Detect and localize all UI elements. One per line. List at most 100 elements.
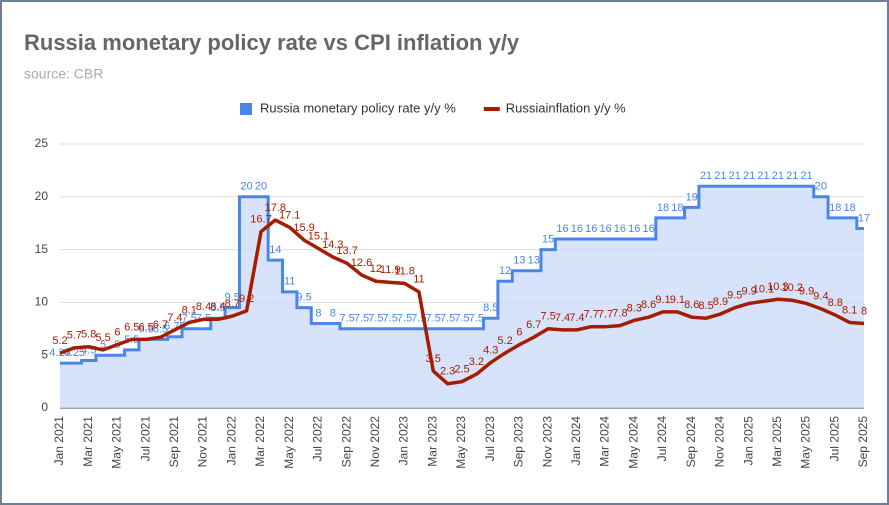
x-tick-label: Jan 2025: [741, 416, 755, 466]
data-label: 18: [829, 202, 841, 214]
data-label: 8.5: [698, 300, 713, 312]
data-label: 21: [772, 170, 784, 182]
rate-area: [60, 186, 864, 408]
x-tick-label: May 2022: [282, 416, 296, 469]
data-label: 6.7: [153, 319, 168, 331]
data-label: 7.5: [440, 313, 455, 325]
data-label: 16: [571, 223, 583, 235]
data-label: 3.5: [426, 353, 441, 365]
data-label: 12.6: [351, 257, 372, 269]
y-tick-label: 0: [41, 400, 48, 414]
data-label: 9.5: [727, 290, 742, 302]
data-label: 8: [861, 305, 867, 317]
data-label: 19: [686, 191, 698, 203]
chart-subtitle: source: CBR: [24, 66, 103, 82]
data-label: 8.5: [210, 302, 225, 314]
data-label: 16: [599, 223, 611, 235]
data-label: 6.75: [164, 321, 185, 333]
y-tick-label: 10: [35, 295, 49, 309]
data-label: 17.8: [265, 202, 286, 214]
data-label: 18: [657, 202, 669, 214]
x-tick-label: Mar 2022: [253, 416, 267, 467]
x-tick-label: Jan 2024: [569, 416, 583, 466]
data-label: 6.5: [124, 321, 139, 333]
data-label: 18: [671, 202, 683, 214]
data-label: 7.5: [454, 313, 469, 325]
data-label: 8.1: [182, 304, 197, 316]
data-label: 13: [528, 255, 540, 267]
data-label: 21: [743, 170, 755, 182]
data-label: 16.7: [250, 214, 271, 226]
data-label: 7.7: [584, 309, 599, 321]
data-label: 10.1: [753, 283, 774, 295]
data-label: 10.2: [782, 282, 803, 294]
x-tick-label: Jan 2021: [52, 416, 66, 466]
data-label: 14: [269, 244, 281, 256]
data-label: 5.7: [67, 330, 82, 342]
data-label: 8.5: [483, 302, 498, 314]
data-label: 7.5: [354, 313, 369, 325]
data-label: 16: [585, 223, 597, 235]
data-label: 11: [284, 276, 295, 288]
data-label: 6.7: [526, 319, 541, 331]
data-label: 8.6: [684, 299, 699, 311]
x-tick-label: Jul 2024: [655, 416, 669, 462]
x-tick-label: Mar 2023: [425, 416, 439, 467]
data-label: 9.9: [799, 285, 814, 297]
data-label: 12: [370, 263, 382, 275]
data-label: 8.9: [713, 296, 728, 308]
data-label: 21: [757, 170, 769, 182]
data-label: 8: [330, 307, 336, 319]
x-tick-label: Nov 2021: [196, 416, 210, 468]
data-label: 7.5: [339, 313, 354, 325]
data-label: 8.7: [225, 298, 240, 310]
x-tick-label: May 2023: [454, 416, 468, 469]
x-tick-label: Nov 2023: [540, 416, 554, 468]
data-label: 5: [100, 339, 106, 351]
data-label: 7.5: [426, 313, 441, 325]
data-label: 9.1: [670, 294, 685, 306]
x-tick-label: Nov 2024: [713, 416, 727, 468]
data-label: 6.5: [153, 323, 168, 335]
data-label: 20: [255, 181, 267, 193]
data-label: 9.5: [296, 292, 311, 304]
data-label: 8.3: [627, 302, 642, 314]
legend-swatch: [240, 103, 252, 115]
data-label: 8.6: [641, 299, 656, 311]
x-tick-label: Jan 2022: [224, 416, 238, 466]
data-label: 11.9: [380, 264, 401, 276]
data-label: 12: [499, 265, 511, 277]
data-label: 21: [700, 170, 712, 182]
data-label: 15.1: [308, 230, 329, 242]
x-tick-label: May 2021: [110, 416, 124, 469]
data-label: 9.5: [225, 292, 240, 304]
x-tick-label: Jul 2025: [827, 416, 841, 462]
data-label: 7.5: [397, 313, 412, 325]
data-label: 5.5: [95, 332, 110, 344]
x-tick-label: May 2024: [626, 416, 640, 469]
data-label: 5.8: [81, 329, 96, 341]
data-label: 7.7: [598, 309, 613, 321]
data-label: 7.5: [540, 311, 555, 323]
data-label: 13: [513, 255, 525, 267]
data-label: 5.2: [497, 335, 512, 347]
data-label: 8.4: [196, 301, 211, 313]
data-label: 7.4: [167, 312, 182, 324]
data-label: 16: [556, 223, 568, 235]
data-label: 8.8: [828, 297, 843, 309]
data-label: 21: [800, 170, 812, 182]
data-label: 7.8: [612, 308, 627, 320]
data-label: 16: [614, 223, 626, 235]
data-label: 3.2: [469, 356, 484, 368]
data-label: 16: [643, 223, 655, 235]
y-tick-label: 20: [35, 189, 49, 203]
rate-line: [60, 184, 864, 365]
x-tick-label: Sep 2023: [512, 416, 526, 468]
data-label: 21: [729, 170, 741, 182]
data-label: 9.1: [655, 294, 670, 306]
x-tick-label: Sep 2025: [856, 416, 870, 468]
x-tick-label: Jul 2022: [311, 416, 325, 462]
chart-title: Russia monetary policy rate vs CPI infla…: [24, 30, 520, 55]
data-label: 4.3: [483, 344, 498, 356]
